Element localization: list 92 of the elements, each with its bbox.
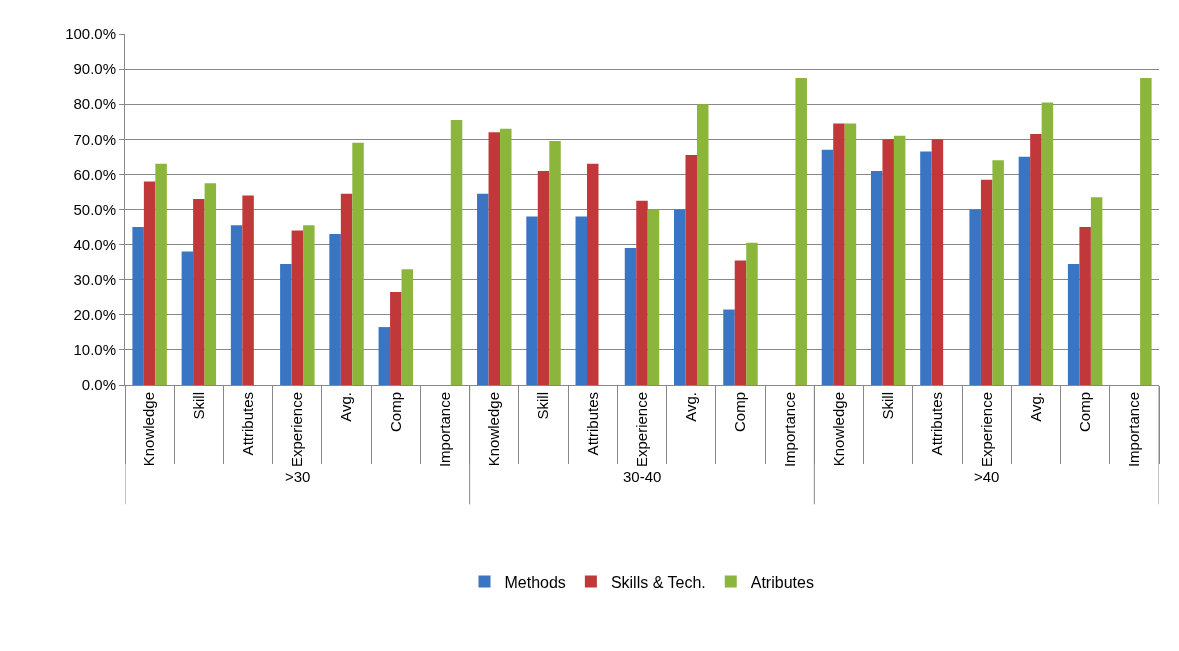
bar — [1067, 263, 1080, 385]
bar — [450, 120, 463, 385]
bar — [1018, 156, 1031, 385]
bar — [882, 139, 894, 385]
bar — [734, 260, 747, 385]
bar — [833, 123, 845, 385]
bar — [647, 209, 660, 385]
bar — [390, 291, 402, 385]
y-tick-label: 40.0% — [73, 235, 116, 253]
x-tick-label: Skill — [189, 392, 207, 420]
bar — [931, 139, 944, 385]
bar — [1090, 197, 1103, 385]
bar — [401, 269, 414, 385]
x-tick-label: Comp — [386, 392, 404, 433]
bar — [674, 209, 686, 385]
bar — [746, 242, 758, 385]
bar — [537, 170, 550, 385]
y-tick-label: 80.0% — [73, 95, 116, 113]
y-tick-label: 70.0% — [73, 130, 116, 148]
text: >40 — [974, 468, 1000, 485]
x-tick-label: Experience — [288, 392, 306, 468]
x-tick-label: Avg. — [682, 392, 700, 422]
bar — [969, 209, 981, 385]
bar — [920, 151, 932, 385]
x-tick-label: Knowledge — [829, 392, 847, 467]
bar — [155, 163, 167, 385]
text: >30 — [285, 468, 311, 485]
bar — [821, 149, 834, 385]
bar — [992, 160, 1004, 385]
bar — [291, 230, 304, 385]
y-tick-label: 50.0% — [73, 200, 116, 218]
bar — [143, 181, 156, 385]
bar — [193, 198, 205, 385]
x-tick-label: Avg. — [337, 392, 355, 422]
x-tick-label: Knowledge — [485, 392, 503, 467]
bar — [329, 234, 341, 385]
bar — [477, 193, 489, 385]
x-tick-label: Experience — [632, 392, 650, 468]
x-tick-label: Skill — [879, 392, 897, 420]
x-tick-label: Attributes — [583, 392, 601, 456]
x-tick-label: Importance — [780, 392, 798, 468]
bar — [500, 128, 512, 385]
bar — [795, 77, 807, 385]
x-tick-label: Comp — [1076, 392, 1094, 433]
x-tick-label: Attributes — [928, 392, 946, 456]
bar — [488, 132, 501, 385]
bar — [636, 200, 648, 385]
bar — [549, 141, 561, 385]
x-tick-label: Avg. — [1026, 392, 1044, 422]
x-tick-label: Importance — [1125, 392, 1143, 468]
bar — [980, 179, 993, 385]
bar — [696, 104, 709, 385]
x-tick-label: Comp — [731, 392, 749, 433]
y-tick-label: 60.0% — [73, 165, 116, 183]
bar — [624, 248, 637, 385]
y-tick-label: 0.0% — [81, 376, 116, 394]
bar — [303, 225, 315, 385]
y-tick-label: 100.0% — [65, 25, 116, 43]
bar — [1041, 102, 1054, 385]
x-tick-label: Importance — [435, 392, 453, 468]
text: 30-40 — [623, 468, 662, 485]
bar — [526, 216, 538, 385]
x-tick-label: Attributes — [238, 392, 256, 456]
bar — [1079, 227, 1091, 385]
bar — [242, 195, 254, 385]
bar — [723, 309, 735, 385]
bar — [1140, 77, 1152, 385]
bar — [893, 135, 906, 385]
bar — [204, 183, 217, 385]
bar — [1030, 134, 1042, 385]
bar — [280, 263, 292, 385]
bar — [685, 155, 697, 385]
bar — [230, 225, 243, 385]
bar — [587, 163, 599, 385]
bar — [844, 123, 857, 385]
legend-label: Methods — [504, 573, 566, 591]
bar — [132, 227, 144, 385]
y-tick-label: 30.0% — [73, 270, 116, 288]
bar — [352, 142, 364, 385]
x-tick-label: Knowledge — [140, 392, 158, 467]
legend-label: Atributes — [750, 573, 814, 591]
y-tick-label: 20.0% — [73, 306, 116, 324]
bar — [378, 327, 391, 385]
bar — [870, 170, 883, 385]
x-tick-label: Experience — [977, 392, 995, 468]
bar — [181, 251, 194, 385]
legend-label: Skills & Tech. — [610, 573, 706, 591]
bar — [340, 193, 353, 385]
bar — [575, 216, 588, 385]
x-tick-label: Skill — [534, 392, 552, 420]
y-tick-label: 90.0% — [73, 60, 116, 78]
y-tick-label: 10.0% — [73, 341, 116, 359]
